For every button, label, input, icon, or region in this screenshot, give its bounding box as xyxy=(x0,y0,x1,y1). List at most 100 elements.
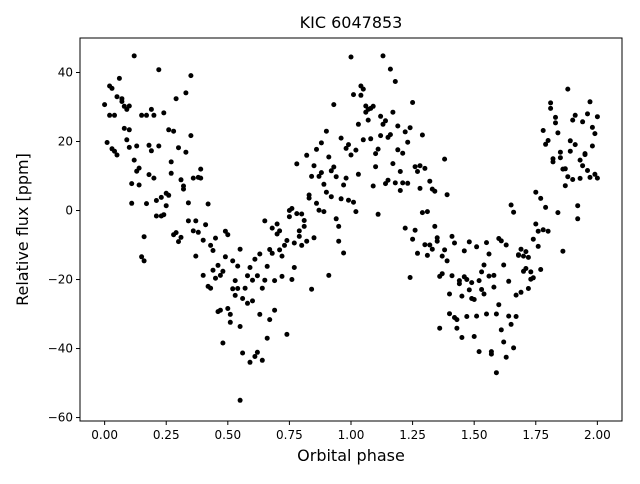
data-point xyxy=(190,175,196,181)
data-point xyxy=(370,183,376,189)
data-point xyxy=(506,278,512,284)
data-point xyxy=(343,145,349,151)
x-axis-label: Orbital phase xyxy=(297,446,405,465)
data-point xyxy=(506,313,512,319)
data-point xyxy=(183,149,189,155)
data-point xyxy=(503,354,509,360)
data-point xyxy=(580,163,586,169)
data-point xyxy=(471,334,477,339)
data-point xyxy=(181,186,186,192)
data-point xyxy=(129,200,135,206)
data-point xyxy=(193,218,199,224)
data-point xyxy=(161,110,167,116)
data-point xyxy=(488,351,494,357)
data-point xyxy=(203,222,209,228)
data-point xyxy=(264,335,270,341)
data-point xyxy=(328,194,334,200)
data-point xyxy=(518,246,524,252)
data-point xyxy=(486,273,492,279)
data-point xyxy=(235,286,241,291)
data-point xyxy=(333,216,339,222)
data-point xyxy=(572,142,578,148)
data-point xyxy=(557,155,563,161)
data-point xyxy=(346,142,351,148)
data-point xyxy=(301,223,307,229)
data-point xyxy=(530,236,536,242)
data-point xyxy=(476,349,482,355)
data-point xyxy=(326,272,332,278)
data-point xyxy=(407,275,413,280)
data-point xyxy=(572,112,578,118)
data-point xyxy=(385,177,391,183)
data-point xyxy=(479,269,485,275)
data-point xyxy=(461,248,467,254)
data-point xyxy=(594,114,600,120)
data-point xyxy=(126,103,132,109)
data-point xyxy=(434,235,440,241)
data-point xyxy=(493,370,499,376)
data-point xyxy=(437,325,443,331)
data-point xyxy=(400,180,406,186)
data-point xyxy=(264,263,270,269)
data-point xyxy=(247,265,253,270)
data-point xyxy=(474,313,480,319)
data-point xyxy=(240,296,246,301)
data-point xyxy=(395,123,401,129)
data-point xyxy=(351,92,356,98)
data-point xyxy=(151,175,157,181)
data-point xyxy=(594,175,600,181)
data-point xyxy=(338,135,344,141)
data-point xyxy=(294,211,300,217)
data-point xyxy=(575,203,581,209)
data-point xyxy=(427,178,433,184)
data-point xyxy=(176,145,181,151)
data-point xyxy=(198,166,204,172)
data-point xyxy=(227,319,233,325)
data-point xyxy=(126,127,132,133)
data-point xyxy=(279,273,285,279)
data-point xyxy=(161,212,167,218)
data-point xyxy=(309,286,315,292)
data-point xyxy=(318,170,324,176)
data-point xyxy=(577,175,583,181)
data-point xyxy=(419,132,425,138)
data-point xyxy=(397,169,403,174)
data-point xyxy=(291,240,297,246)
data-point xyxy=(471,297,477,302)
data-point xyxy=(141,234,147,240)
data-point xyxy=(279,253,285,259)
data-point xyxy=(242,285,248,291)
data-point xyxy=(250,298,255,304)
data-point xyxy=(222,254,228,260)
data-point xyxy=(107,112,113,118)
data-point xyxy=(259,357,265,363)
data-point xyxy=(548,100,554,106)
data-point xyxy=(247,359,253,365)
data-point xyxy=(351,199,356,205)
data-point xyxy=(439,271,445,277)
data-point xyxy=(144,201,149,207)
data-point xyxy=(227,311,233,317)
data-point xyxy=(491,284,497,290)
data-point xyxy=(432,223,438,229)
data-point xyxy=(530,275,536,281)
data-point xyxy=(291,265,297,270)
data-point xyxy=(380,53,386,59)
data-point xyxy=(417,185,423,191)
data-point xyxy=(126,144,132,150)
data-point xyxy=(195,229,201,235)
data-point xyxy=(146,172,152,178)
data-point xyxy=(449,233,455,239)
data-point xyxy=(375,146,381,152)
data-point xyxy=(205,201,211,207)
data-point xyxy=(452,240,457,246)
data-point xyxy=(422,165,428,171)
data-point xyxy=(318,140,324,146)
data-point xyxy=(245,300,250,306)
data-point xyxy=(245,273,250,279)
y-tick-label: −40 xyxy=(48,342,73,356)
data-point xyxy=(587,99,593,105)
data-point xyxy=(166,127,172,133)
data-point xyxy=(131,53,137,59)
data-point xyxy=(124,137,130,143)
